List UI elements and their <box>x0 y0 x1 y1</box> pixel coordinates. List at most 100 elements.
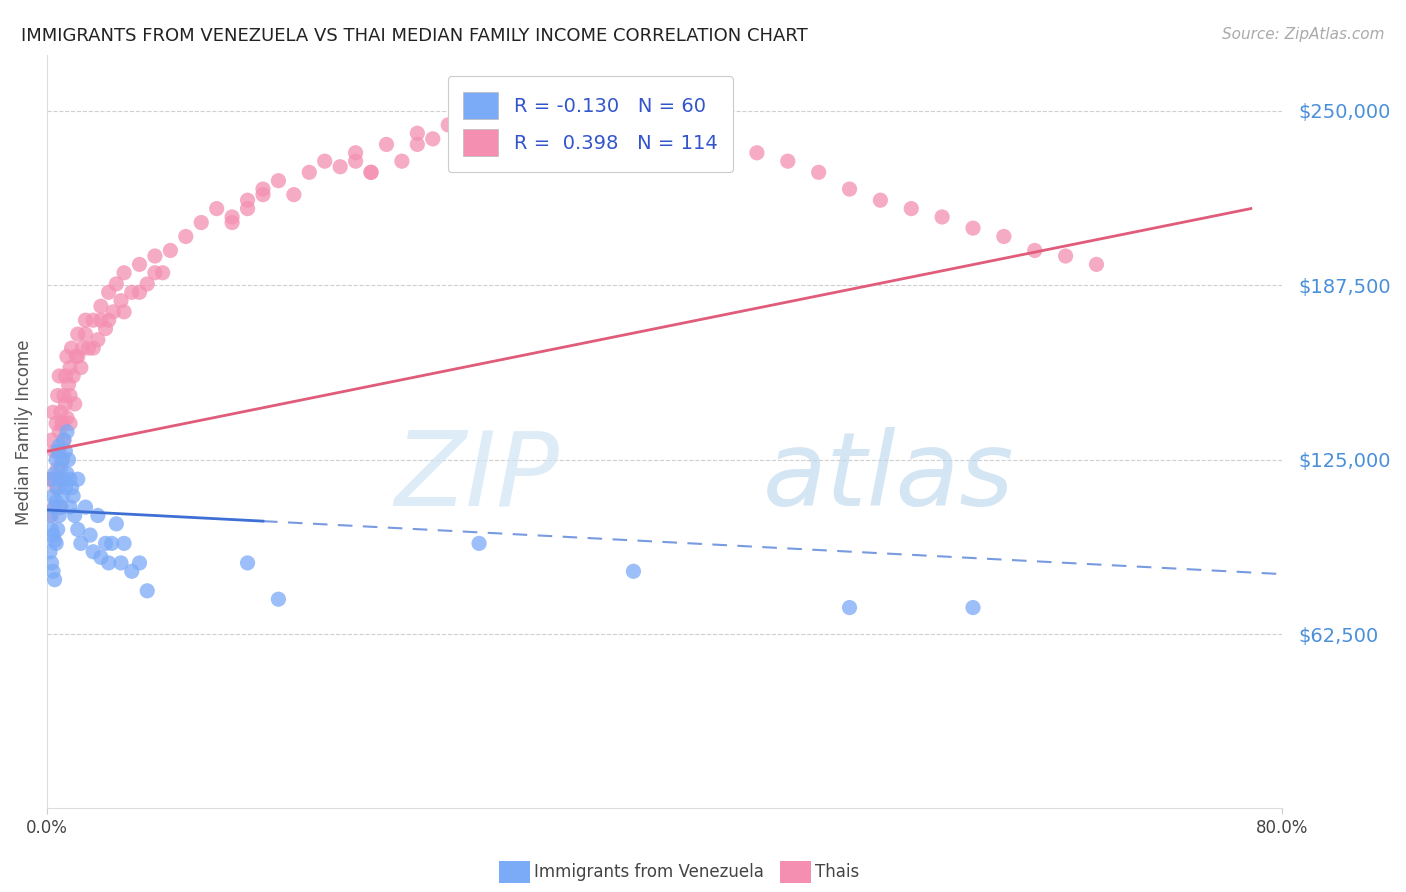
Point <box>344 154 367 169</box>
Point <box>75 327 97 342</box>
Point <box>110 293 132 308</box>
Point <box>56 410 79 425</box>
Point <box>530 98 553 112</box>
Point <box>128 556 150 570</box>
Point <box>112 305 135 319</box>
Point <box>52 433 75 447</box>
Y-axis label: Median Family Income: Median Family Income <box>15 339 32 524</box>
Point <box>406 126 429 140</box>
Point <box>962 221 984 235</box>
Point <box>59 388 82 402</box>
Point <box>51 417 73 431</box>
Point <box>112 536 135 550</box>
Point <box>56 350 79 364</box>
Point <box>152 266 174 280</box>
Point <box>66 327 89 342</box>
Point <box>46 461 69 475</box>
Point <box>48 369 70 384</box>
Point <box>174 229 197 244</box>
Point <box>236 202 259 216</box>
Point <box>136 277 159 291</box>
Point <box>58 452 80 467</box>
Legend: R = -0.130   N = 60, R =  0.398   N = 114: R = -0.130 N = 60, R = 0.398 N = 114 <box>447 76 733 172</box>
Point <box>838 182 860 196</box>
Point <box>60 341 83 355</box>
Point <box>221 210 243 224</box>
Point <box>1054 249 1077 263</box>
Point <box>121 285 143 300</box>
Point <box>49 472 72 486</box>
Text: Immigrants from Venezuela: Immigrants from Venezuela <box>534 863 763 881</box>
Point <box>48 508 70 523</box>
Point <box>44 533 66 548</box>
Point <box>329 160 352 174</box>
Point <box>46 481 69 495</box>
Text: IMMIGRANTS FROM VENEZUELA VS THAI MEDIAN FAMILY INCOME CORRELATION CHART: IMMIGRANTS FROM VENEZUELA VS THAI MEDIAN… <box>21 27 808 45</box>
Point <box>236 193 259 207</box>
Point <box>267 592 290 607</box>
Point <box>110 556 132 570</box>
Point <box>77 341 100 355</box>
Point <box>82 545 104 559</box>
Point <box>45 452 67 467</box>
Point <box>62 489 84 503</box>
Text: Source: ZipAtlas.com: Source: ZipAtlas.com <box>1222 27 1385 42</box>
Point <box>592 81 614 95</box>
Point <box>55 444 77 458</box>
Point <box>87 333 110 347</box>
Point <box>79 528 101 542</box>
Point <box>52 433 75 447</box>
Point <box>44 444 66 458</box>
Point <box>48 439 70 453</box>
Point <box>103 305 125 319</box>
Point <box>90 299 112 313</box>
Point <box>221 215 243 229</box>
Point <box>623 110 645 124</box>
Point <box>314 154 336 169</box>
Point <box>44 500 66 515</box>
Point <box>51 452 73 467</box>
Point <box>48 472 70 486</box>
Point <box>714 137 737 152</box>
Point <box>344 145 367 160</box>
Point <box>51 452 73 467</box>
Point <box>59 360 82 375</box>
Point <box>82 313 104 327</box>
Point <box>42 564 65 578</box>
Point <box>468 103 491 118</box>
Point <box>41 433 63 447</box>
Point <box>63 397 86 411</box>
Point <box>869 193 891 207</box>
Point <box>499 118 522 132</box>
Point <box>45 536 67 550</box>
Point <box>97 285 120 300</box>
Point <box>121 564 143 578</box>
Point <box>205 202 228 216</box>
Point <box>962 600 984 615</box>
Point <box>190 215 212 229</box>
Point <box>49 500 72 515</box>
Point <box>49 500 72 515</box>
Point <box>807 165 830 179</box>
Point <box>97 556 120 570</box>
Point <box>39 545 62 559</box>
Point <box>55 397 77 411</box>
Point <box>128 285 150 300</box>
Point <box>900 202 922 216</box>
Point <box>51 417 73 431</box>
Point <box>267 174 290 188</box>
Point <box>838 600 860 615</box>
Point <box>58 377 80 392</box>
Point <box>55 369 77 384</box>
Point <box>65 350 87 364</box>
Point <box>70 536 93 550</box>
Point <box>41 556 63 570</box>
Point <box>45 481 67 495</box>
Point <box>100 536 122 550</box>
Point <box>252 187 274 202</box>
Point <box>45 417 67 431</box>
Point <box>112 266 135 280</box>
Point <box>48 425 70 439</box>
Point <box>422 132 444 146</box>
Point <box>94 536 117 550</box>
